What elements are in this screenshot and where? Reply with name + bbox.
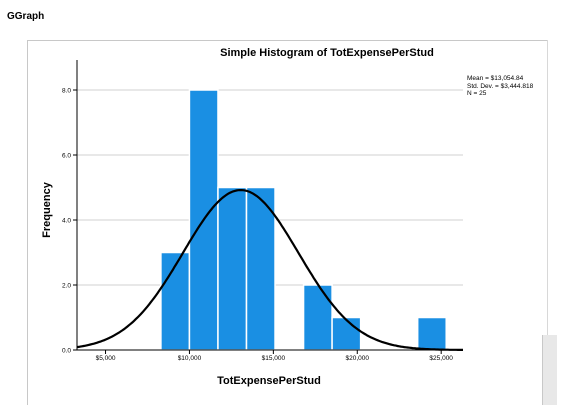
histogram-bar — [416, 316, 447, 351]
x-axis-ticks: $5,000 $10,000 $15,000 $20,000 $25,000 — [96, 350, 453, 362]
stats-mean: Mean = $13,054.84 — [467, 75, 524, 82]
x-tick-label: $5,000 — [96, 355, 116, 362]
y-axis-label: Frequency — [41, 181, 53, 238]
normal-curve-line — [76, 189, 463, 351]
histogram-bar — [217, 186, 248, 351]
stats-n: N = 25 — [467, 90, 487, 97]
output-title: GGraph — [7, 11, 45, 22]
y-tick-label: 2.0 — [62, 283, 71, 290]
vertical-scrollbar[interactable] — [542, 335, 557, 405]
histogram-bar — [302, 284, 333, 351]
stats-std: Std. Dev. = $3,444.818 — [467, 82, 534, 90]
axes — [76, 60, 463, 351]
frame-border-right — [547, 40, 548, 340]
histogram-bars — [160, 89, 447, 351]
histogram-bar — [160, 251, 191, 351]
y-tick-label: 6.0 — [62, 153, 71, 160]
frame-border-left — [27, 40, 28, 405]
stats-box: Mean = $13,054.84 Std. Dev. = $3,444.818… — [467, 75, 533, 98]
x-tick-label: $10,000 — [178, 355, 202, 362]
x-tick-label: $20,000 — [346, 355, 370, 362]
y-tick-label: 4.0 — [62, 218, 71, 225]
y-tick-label: 8.0 — [62, 88, 71, 95]
x-axis-label: TotExpensePerStud — [217, 375, 321, 387]
chart-title: Simple Histogram of TotExpensePerStud — [220, 47, 434, 59]
histogram-bar — [331, 316, 362, 351]
frame-border-top — [27, 40, 547, 41]
normal-curve — [76, 189, 463, 351]
x-tick-label: $25,000 — [429, 355, 453, 362]
y-tick-label: 0.0 — [62, 348, 71, 355]
y-axis-ticks: 0.0 2.0 4.0 6.0 8.0 — [62, 88, 77, 355]
x-tick-label: $15,000 — [262, 355, 286, 362]
